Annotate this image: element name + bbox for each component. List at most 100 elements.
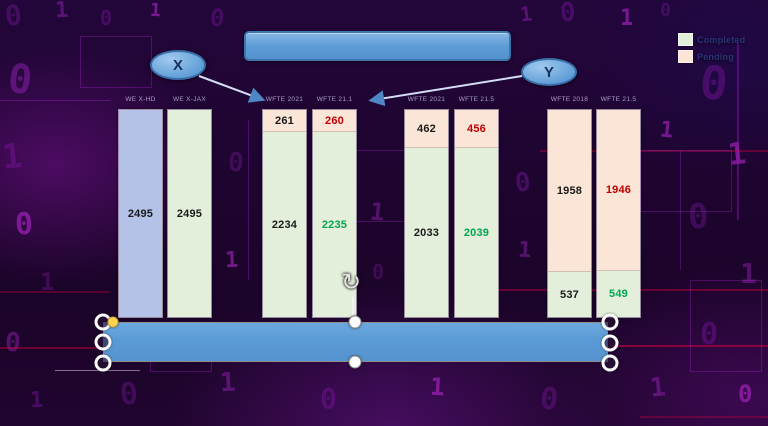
bg-digit-glyph: 0	[5, 55, 35, 105]
bg-wireframe-box	[640, 150, 732, 212]
chart-segment-value: 2234	[271, 218, 298, 231]
chart-segment-value: 261	[275, 114, 294, 127]
chart-column-header: WFTE 2021	[265, 96, 304, 103]
selection-handle-bottom-left[interactable]	[94, 354, 112, 372]
bg-digit-glyph: 1	[658, 117, 675, 144]
adjust-handle[interactable]	[107, 316, 119, 328]
bg-digit-glyph: 1	[620, 6, 634, 31]
bg-digit-glyph: 0	[100, 6, 113, 30]
bg-digit-glyph: 1	[54, 0, 69, 24]
bg-digit-glyph: 0	[738, 380, 753, 408]
legend-label-completed: Completed	[697, 34, 746, 45]
chart-column[interactable]: 1958 537	[547, 109, 592, 318]
bg-line	[0, 100, 110, 101]
chart-segment-value: 549	[609, 288, 628, 300]
bg-digit-glyph: 0	[320, 382, 337, 415]
bg-digit-glyph: 1	[40, 268, 55, 296]
chart-column-header: WFTE 2018	[550, 96, 589, 103]
legend-swatch-completed-icon	[678, 33, 693, 46]
bg-vline	[680, 150, 681, 270]
selection-handle-top-center[interactable]	[348, 315, 362, 329]
bg-digit-glyph: 0	[3, 0, 24, 33]
bg-digit-glyph: 0	[659, 0, 672, 22]
chart-column[interactable]: 261 2234	[262, 109, 307, 318]
chart-segment-value: 2039	[463, 226, 490, 239]
selection-handle-bottom-center[interactable]	[348, 355, 362, 369]
chart-column[interactable]: 1946 549	[596, 109, 641, 318]
arrow-x-to-column	[198, 75, 266, 103]
chart-segment-completed: 2234	[263, 132, 306, 317]
chart-column-header: WE X-HD	[125, 96, 156, 103]
chart-segment-completed: 549	[597, 271, 640, 317]
chart-column-header: WFTE 21.1	[316, 96, 353, 103]
callout-x-oval[interactable]: X	[150, 50, 206, 80]
legend-item-completed: Completed	[678, 33, 745, 46]
bg-digit-glyph: 1	[648, 372, 668, 404]
chart-column[interactable]: 2495	[167, 109, 212, 318]
chart-segment-value: 456	[467, 122, 486, 135]
bg-digit-glyph: 1	[740, 257, 757, 290]
chart-segment-pending: 261	[263, 110, 306, 132]
chart-column[interactable]: 2495	[118, 109, 163, 318]
chart-segment-completed: 2235	[313, 132, 356, 317]
bg-digit-glyph: 1	[429, 372, 446, 402]
bg-digit-glyph: 0	[14, 206, 34, 243]
bg-digit-glyph: 0	[118, 376, 140, 413]
chart-segment-value: 2495	[127, 207, 154, 220]
bg-digit-glyph: 0	[513, 167, 533, 199]
chart-segment-value: 1958	[556, 184, 583, 197]
chart-segment-pending: 1946	[597, 110, 640, 271]
bg-wireframe-box	[80, 36, 152, 88]
bg-line	[640, 416, 768, 418]
chart-column[interactable]: 456 2039	[454, 109, 499, 318]
bg-vline	[248, 120, 249, 280]
bg-line	[612, 345, 768, 347]
chart-column-header: WFTE 21.5	[600, 96, 637, 103]
bg-wireframe-box	[690, 280, 762, 372]
bg-line	[0, 347, 100, 349]
chart-column-header: WFTE 2021	[407, 96, 446, 103]
chart-column[interactable]: 260 2235	[312, 109, 357, 318]
legend-label-pending: Pending	[697, 51, 734, 62]
chart-segment-completed: 2033	[405, 148, 448, 317]
bg-digit-glyph: 1	[219, 367, 237, 399]
chart-legend[interactable]: Completed Pending	[678, 33, 745, 67]
bg-digit-glyph: 1	[29, 387, 44, 414]
chart-column[interactable]: 462 2033	[404, 109, 449, 318]
chart-segment-value: 1946	[605, 184, 632, 196]
callout-y-label: Y	[543, 63, 554, 81]
bg-line	[0, 291, 110, 293]
chart-segment-pending: 456	[455, 110, 498, 148]
bg-digit-glyph: 1	[0, 136, 25, 178]
selection-handle-bottom-right[interactable]	[601, 354, 619, 372]
chart-segment-value: 2033	[413, 226, 440, 239]
bg-vline	[737, 40, 739, 220]
bg-digit-glyph: 0	[559, 0, 577, 29]
chart-segment-value: 537	[560, 288, 579, 301]
bg-digit-glyph: 1	[726, 136, 748, 173]
bg-digit-glyph: 1	[368, 197, 386, 227]
bg-digit-glyph: 0	[372, 260, 385, 284]
bg-digit-glyph: 1	[518, 1, 534, 27]
bg-digit-glyph: 0	[538, 381, 560, 418]
chart-segment-value: 462	[417, 122, 436, 135]
chart-column-header: WE X-JAX	[172, 96, 207, 103]
rotation-handle-icon[interactable]: ↻	[340, 269, 362, 296]
bg-digit-glyph: 0	[227, 147, 245, 179]
chart-segment-pending: 1958	[548, 110, 591, 272]
chart-segment-completed: 2495	[168, 110, 211, 317]
bg-digit-glyph: 0	[4, 327, 22, 359]
bg-digit-glyph: 1	[149, 0, 162, 22]
rotation-handle-stem	[352, 297, 354, 319]
selection-handle-top-right[interactable]	[601, 313, 619, 331]
chart-segment-pending: 462	[405, 110, 448, 148]
chart-segment-value: 2495	[176, 207, 203, 220]
title-placeholder-shape[interactable]	[244, 31, 511, 61]
selection-handle-mid-right[interactable]	[601, 334, 619, 352]
bg-digit-glyph: 0	[208, 3, 226, 33]
selection-handle-mid-left[interactable]	[94, 333, 112, 351]
callout-y-oval[interactable]: Y	[521, 58, 577, 86]
bg-digit-glyph: 1	[517, 237, 532, 264]
chart-segment-value: 260	[325, 114, 344, 127]
